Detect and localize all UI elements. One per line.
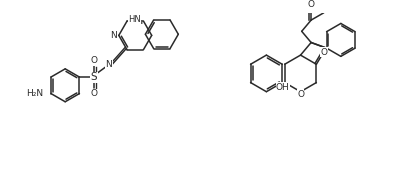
Text: S: S <box>91 72 97 82</box>
Text: N: N <box>110 31 117 40</box>
Text: H₂N: H₂N <box>26 89 44 98</box>
Text: O: O <box>320 48 327 57</box>
Text: OH: OH <box>276 83 290 92</box>
Text: O: O <box>297 90 304 99</box>
Text: O: O <box>308 0 315 9</box>
Text: HN: HN <box>128 15 141 24</box>
Text: O: O <box>90 56 97 65</box>
Text: N: N <box>105 60 112 69</box>
Text: O: O <box>90 89 97 98</box>
